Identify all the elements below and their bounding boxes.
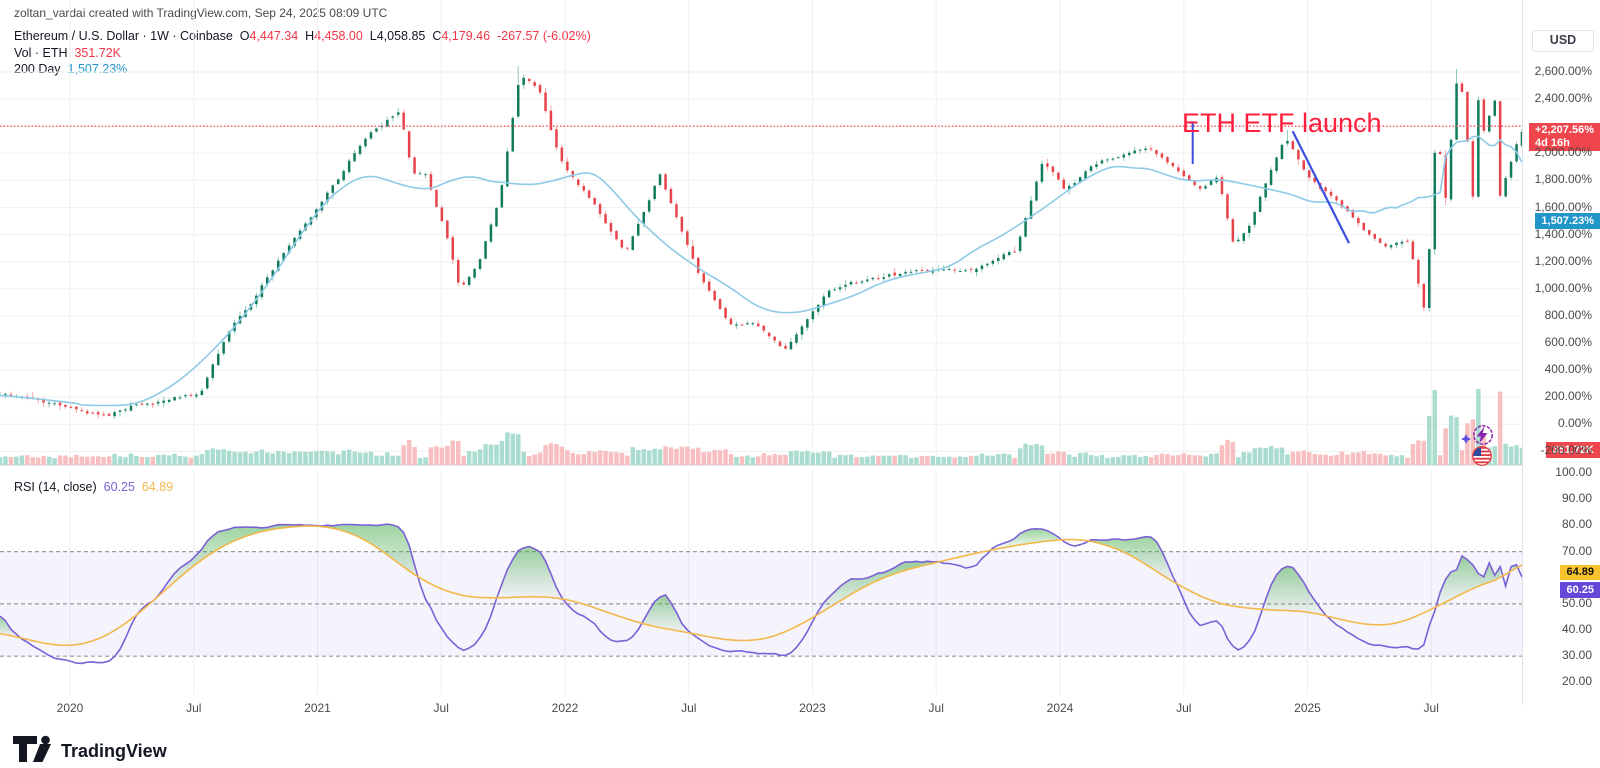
svg-text:TradingView: TradingView — [61, 741, 168, 761]
